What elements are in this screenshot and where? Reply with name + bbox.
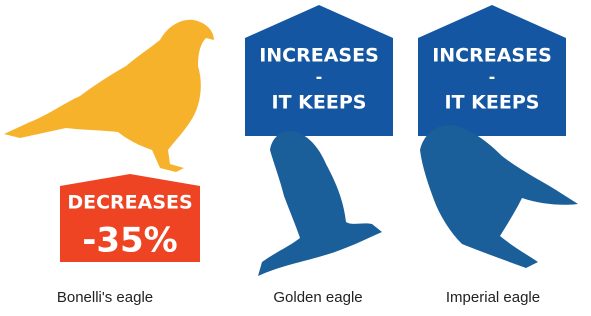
eagle-name: Golden eagle: [273, 289, 362, 306]
status-line: DECREASES: [67, 192, 192, 214]
status-line: IT KEEPS: [272, 92, 367, 114]
status-line: INCREASES: [259, 45, 379, 67]
status-line: -: [489, 68, 496, 87]
status-line: INCREASES: [432, 45, 552, 67]
bonelli-eagle-silhouette: [4, 20, 214, 172]
eagle-name: Bonelli's eagle: [57, 289, 153, 306]
page: DECREASES -35% Bonelli's eagle INCREASES…: [0, 0, 591, 316]
eagle-name: Imperial eagle: [446, 289, 540, 306]
infographic: DECREASES -35% Bonelli's eagle INCREASES…: [0, 0, 591, 316]
imperial-eagle-silhouette: [420, 125, 578, 268]
status-line: IT KEEPS: [445, 92, 540, 114]
status-line: -: [316, 68, 323, 87]
golden-eagle-silhouette: [258, 131, 382, 276]
status-value: -35%: [82, 221, 178, 261]
